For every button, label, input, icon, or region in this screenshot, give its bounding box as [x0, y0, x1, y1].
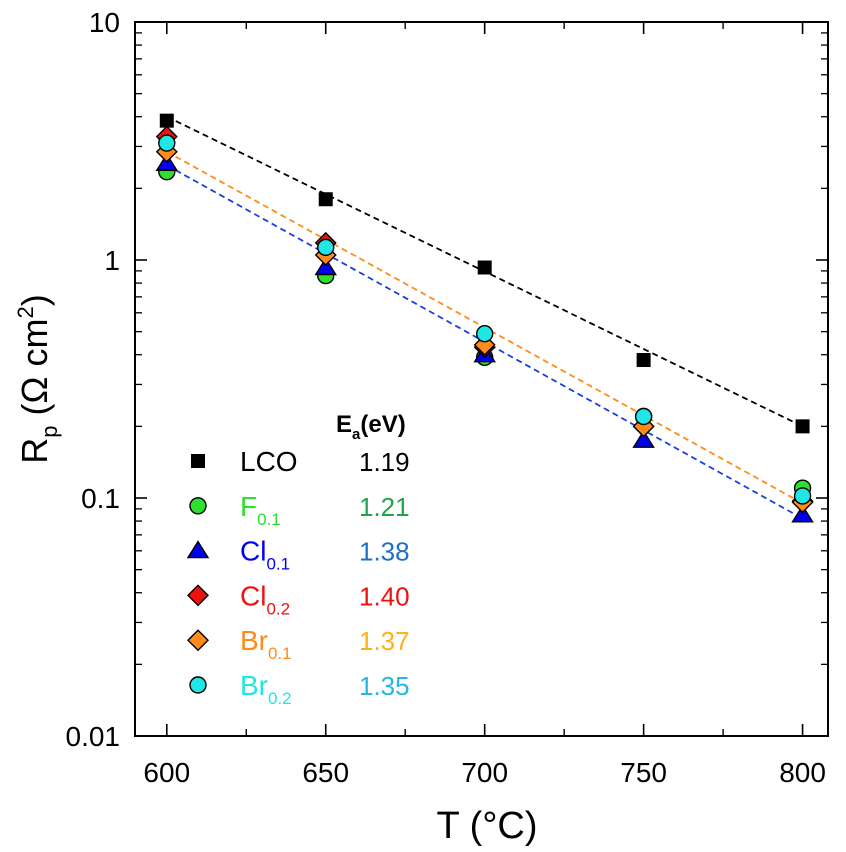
data-point-cl01 [632, 429, 655, 448]
y-axis-label-sup: 2 [13, 306, 38, 318]
legend-label-sub: 0.1 [257, 510, 281, 529]
data-point-br02 [634, 407, 653, 426]
y-axis-label-unit: (Ω cm [14, 319, 55, 426]
legend-label-br02: Br0.2 [240, 670, 292, 708]
legend-ea-value-f01: 1.21 [359, 492, 410, 522]
legend-ea-value-cl01: 1.38 [359, 537, 410, 567]
legend-ea-value-br01: 1.37 [359, 626, 410, 656]
legend-marker-br01 [187, 629, 209, 652]
x-axis-label: T (°C) [436, 805, 537, 847]
axis-tick-labels: 600 650 700 750 800 0.01 0.1 1 10 [66, 7, 826, 788]
y-axis-label-main: R [14, 438, 55, 464]
data-point-lco [159, 113, 174, 128]
legend-label-lco: LCO [240, 446, 298, 477]
legend-ea-header-main: E [336, 411, 352, 438]
data-markers [155, 113, 814, 523]
data-point-lco [477, 260, 492, 275]
legend-label-br01: Br0.1 [240, 625, 292, 663]
legend-label-main: Br [240, 670, 268, 701]
data-point-br02 [158, 134, 176, 152]
data-point-lco [795, 419, 810, 434]
legend-label-sub: 0.2 [268, 689, 292, 708]
legend-label-main: Cl [240, 536, 266, 567]
legend-label-f01: F0.1 [240, 491, 281, 529]
y-axis-label-close: ) [14, 294, 55, 306]
axis-ticks [135, 21, 828, 737]
plot-frame [134, 21, 829, 737]
legend-label-sub: 0.1 [266, 555, 290, 574]
x-tick-label: 800 [779, 757, 826, 788]
y-tick-label: 10 [89, 7, 120, 38]
legend-label-main: F [240, 491, 257, 522]
data-point-br02 [475, 325, 494, 343]
data-point-br02 [317, 238, 335, 257]
legend-label-sub: 0.2 [266, 599, 290, 618]
legend-label-main: Cl [240, 580, 266, 611]
legend-marker-lco [191, 454, 205, 468]
legend-label-sub: 0.1 [268, 644, 292, 663]
x-tick-label: 600 [143, 757, 190, 788]
legend-label-cl01: Cl0.1 [240, 536, 290, 574]
legend-ea-header-rest: (eV) [360, 411, 405, 438]
y-tick-label: 0.01 [66, 721, 121, 752]
data-point-cl01 [314, 257, 337, 276]
x-tick-label: 750 [620, 757, 667, 788]
y-tick-label: 1 [104, 245, 120, 276]
data-point-lco [318, 192, 333, 207]
y-tick-label: 0.1 [81, 483, 120, 514]
legend-marker-f01 [189, 497, 207, 515]
legend-marker-cl01 [186, 540, 210, 559]
data-point-lco [636, 353, 651, 368]
legend-ea-value-lco: 1.19 [359, 447, 410, 477]
legend-ea-header: Ea(eV) [336, 411, 406, 443]
x-tick-label: 700 [461, 757, 508, 788]
data-point-cl01 [791, 504, 814, 523]
legend-marker-br02 [189, 676, 207, 694]
legend-ea-value-cl02: 1.40 [359, 581, 410, 611]
legend-ea-value-br02: 1.35 [359, 671, 410, 701]
legend-label-cl02: Cl0.2 [240, 580, 290, 618]
legend-ea-header-sub: a [352, 426, 361, 443]
data-point-br02 [793, 487, 812, 505]
legend-label-main: LCO [240, 446, 298, 477]
y-axis-label-sub: p [37, 425, 62, 437]
x-tick-label: 650 [302, 757, 349, 788]
legend-marker-cl02 [187, 584, 209, 607]
y-axis-label: Rp (Ω cm2) [13, 294, 62, 463]
legend-label-main: Br [240, 625, 268, 656]
